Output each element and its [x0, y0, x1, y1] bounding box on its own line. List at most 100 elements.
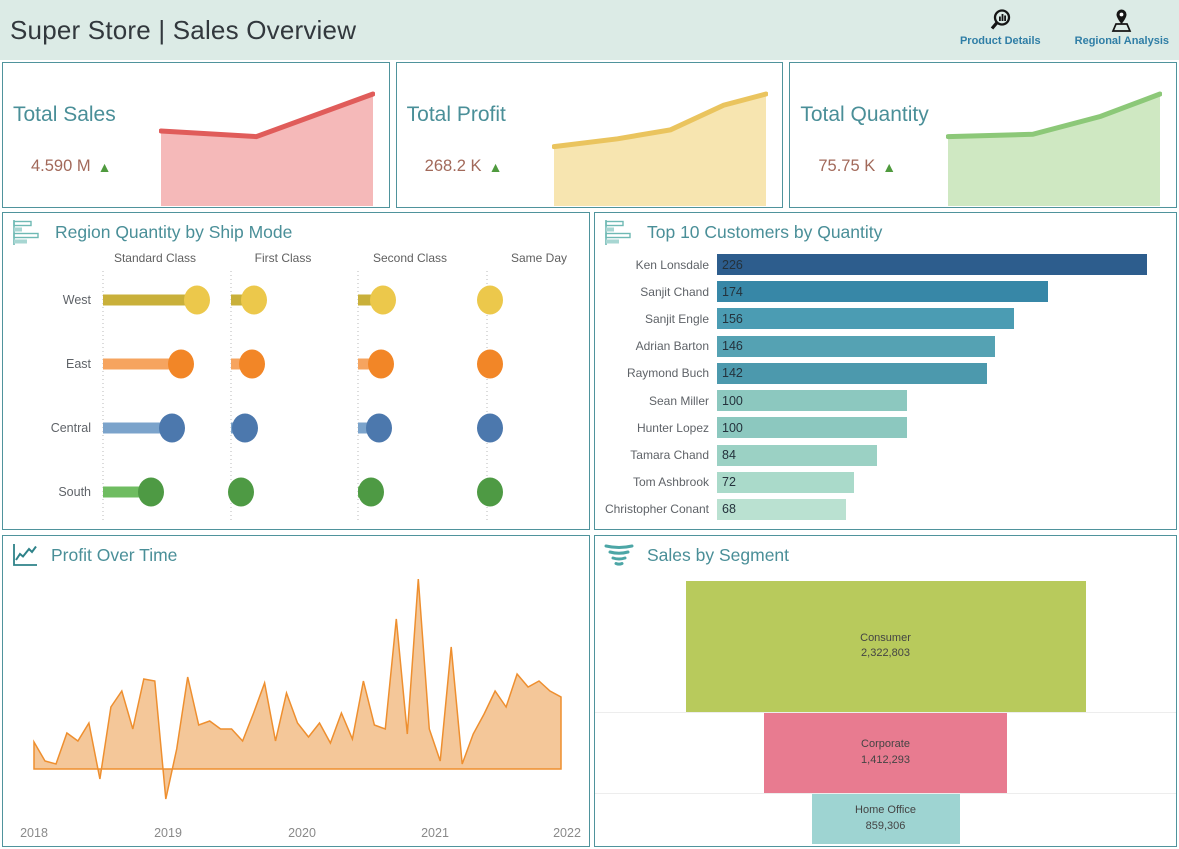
segment-label: Home Office: [855, 803, 916, 816]
kpi-card-total-profit[interactable]: Total Profit 268.2 K ▲: [395, 62, 784, 208]
customer-bar[interactable]: 72: [717, 471, 854, 493]
kpi-title: Total Sales: [13, 103, 116, 126]
segment-label: Corporate: [861, 737, 910, 750]
lollipop-dot-East-0[interactable]: [168, 349, 194, 379]
customer-name: Sanjit Engle: [644, 311, 709, 326]
lollipop-dot-West-2[interactable]: [370, 285, 396, 315]
bar-track: 100: [717, 417, 1172, 439]
customer-name: Sean Miller: [648, 393, 709, 408]
lollipop-dot-East-3[interactable]: [477, 349, 503, 379]
kpi_total_quantity-line-mark[interactable]: [946, 91, 1163, 140]
segment-home-office[interactable]: Home Office 859,306: [811, 793, 960, 844]
trend-up-icon: ▲: [882, 158, 897, 175]
kpi-title: Total Profit: [406, 103, 506, 126]
lollipop-dot-West-3[interactable]: [477, 285, 503, 315]
customer-bar[interactable]: 68: [717, 498, 847, 520]
bar-track: 226: [717, 254, 1172, 275]
customer-bar[interactable]: 142: [717, 362, 988, 384]
lollipop-stick-West-0[interactable]: [103, 294, 197, 306]
panel-header: Sales by Segment: [595, 536, 1176, 570]
panel-top-customers: Top 10 Customers by Quantity Ken Lonsdal…: [594, 212, 1177, 530]
kpi-card-total-quantity[interactable]: Total Quantity 75.75 K ▲: [789, 62, 1178, 208]
panel-sales-by-segment: Sales by Segment Consumer 2,322,803 Corp…: [594, 535, 1177, 847]
kpi_total_profit-area-mark[interactable]: [554, 94, 767, 206]
lollipop-dot-South-3[interactable]: [477, 477, 503, 507]
kpi_total_sales-line-mark[interactable]: [158, 91, 375, 140]
nav-regional-analysis[interactable]: Regional Analysis: [1075, 6, 1169, 47]
nav-product-details[interactable]: Product Details: [960, 6, 1041, 47]
quantity-sparkline[interactable]: [946, 86, 1163, 206]
map-pin-icon: [1108, 6, 1135, 34]
customer-bar[interactable]: 100: [717, 390, 908, 412]
customer-row: Hunter Lopez 100: [599, 414, 1172, 441]
lollipop-dot-Central-1[interactable]: [232, 413, 258, 443]
customer-bar[interactable]: 146: [717, 335, 995, 357]
ship-mode-lollipop-chart: Standard Class First Class Second Class Sam…: [3, 245, 589, 534]
segment-consumer[interactable]: Consumer 2,322,803: [685, 581, 1086, 712]
lollipop-stick-South-0[interactable]: [103, 486, 151, 498]
segment-value: 1,412,293: [861, 753, 910, 766]
lollipop-dot-West-0[interactable]: [184, 285, 210, 315]
trend-up-icon: ▲: [488, 158, 503, 175]
region-label: West: [63, 293, 92, 307]
funnel-icon: [603, 542, 635, 568]
page-title: Super Store | Sales Overview: [10, 14, 357, 45]
lollipop-dot-East-2[interactable]: [368, 349, 394, 379]
lollipop-dot-West-1[interactable]: [241, 285, 267, 315]
kpi_total_profit-line-mark[interactable]: [552, 91, 769, 150]
lollipop-dot-Central-3[interactable]: [477, 413, 503, 443]
bar-track: 142: [717, 362, 1172, 384]
customer-name: Raymond Buch: [626, 366, 709, 381]
bar-track: 156: [717, 308, 1172, 330]
region-label: Central: [51, 421, 91, 435]
lollipop-dot-Central-2[interactable]: [366, 413, 392, 443]
customer-value: 68: [722, 502, 736, 517]
year-tick-label: 2018: [20, 826, 48, 840]
kpi_total_quantity-svg: [946, 91, 1163, 206]
lollipop-dot-South-0[interactable]: [138, 477, 164, 507]
segment-corporate[interactable]: Corporate 1,412,293: [764, 712, 1007, 793]
customer-bar[interactable]: 174: [717, 281, 1049, 303]
profit-area-chart: [3, 572, 589, 827]
funnel-row: Consumer 2,322,803: [595, 581, 1176, 713]
kpi-value: 75.75 K: [818, 157, 876, 175]
ship-mode-column-label: First Class: [255, 251, 312, 265]
panel-title: Profit Over Time: [51, 544, 178, 565]
profit-area-mark[interactable]: [33, 578, 562, 800]
customer-bar[interactable]: 156: [717, 308, 1014, 330]
lollipop-dot-South-2[interactable]: [358, 477, 384, 507]
profit-svg: [33, 578, 562, 800]
hbar-chart-icon: [603, 219, 635, 246]
customer-value: 156: [722, 311, 743, 326]
panel-ship-mode: Region Quantity by Ship Mode Standard Cl…: [2, 212, 590, 530]
customer-value: 226: [722, 257, 743, 272]
kpi_total_quantity-area-mark[interactable]: [948, 94, 1161, 206]
lollipop-stick-East-0[interactable]: [103, 358, 181, 370]
customer-bar[interactable]: 84: [717, 444, 877, 466]
customer-bar[interactable]: 100: [717, 417, 908, 439]
customer-bar[interactable]: 226: [717, 254, 1147, 275]
customer-bars: Ken Lonsdale 226 Sanjit Chand 174 Sanjit…: [599, 251, 1172, 523]
profit-sparkline[interactable]: [552, 86, 769, 206]
profit-x-axis: 2018 2019 2020 2021 2022: [3, 826, 589, 842]
sales-sparkline[interactable]: [158, 86, 375, 206]
kpi-card-total-sales[interactable]: Total Sales 4.590 M ▲: [2, 62, 390, 208]
customer-row: Adrian Barton 146: [599, 333, 1172, 360]
kpi_total_sales-area-mark[interactable]: [160, 94, 373, 206]
panel-title: Sales by Segment: [647, 544, 790, 565]
customer-row: Sanjit Chand 174: [599, 278, 1172, 305]
funnel-row: Home Office 859,306: [595, 793, 1176, 844]
lollipop-dot-Central-0[interactable]: [159, 413, 185, 443]
segment-value: 2,322,803: [861, 647, 910, 660]
lollipop-stick-Central-0[interactable]: [103, 422, 172, 434]
lollipop-dot-East-1[interactable]: [239, 349, 265, 379]
nav: Product Details Regional Analysis: [960, 6, 1169, 47]
trend-up-icon: ▲: [97, 158, 112, 175]
customer-value: 142: [722, 366, 743, 381]
customer-name: Adrian Barton: [635, 339, 709, 354]
customer-row: Ken Lonsdale 226: [599, 251, 1172, 278]
kpi-value-row: 268.2 K ▲: [425, 157, 503, 176]
nav-regional-analysis-label: Regional Analysis: [1074, 35, 1169, 47]
customer-row: Tamara Chand 84: [599, 442, 1172, 469]
lollipop-dot-South-1[interactable]: [228, 477, 254, 507]
